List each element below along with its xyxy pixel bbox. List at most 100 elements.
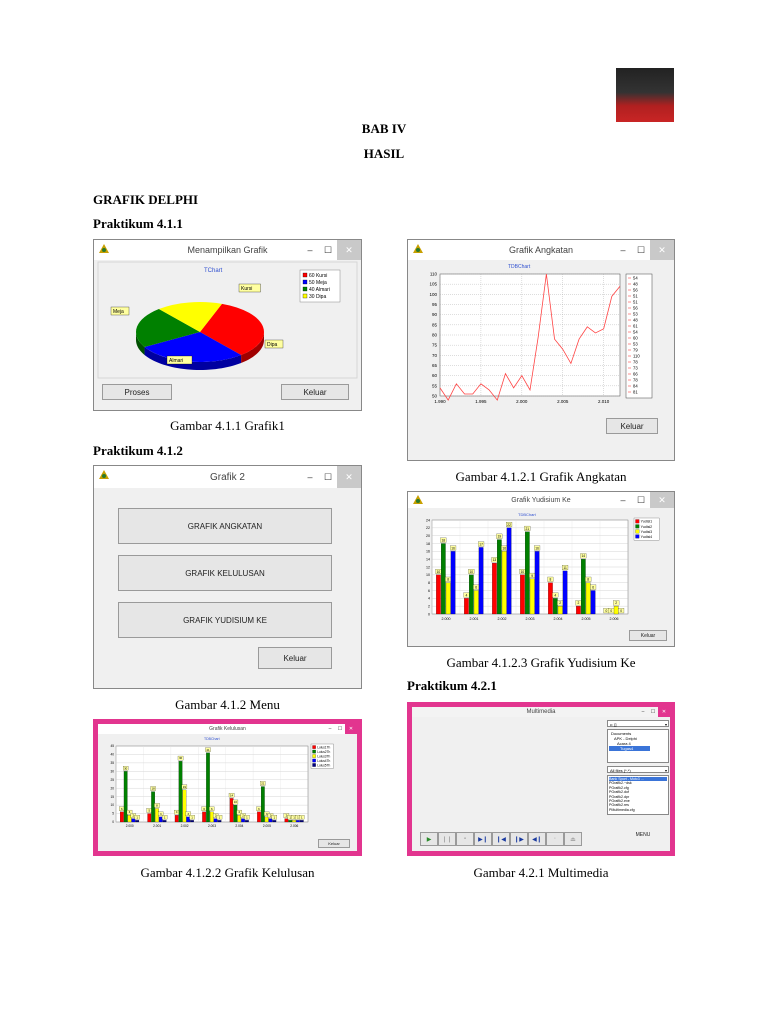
filter-value: All files (*.*)	[610, 768, 631, 773]
delphi-logo-icon	[413, 495, 423, 504]
close-icon[interactable]: ✕	[650, 492, 674, 508]
previous-icon[interactable]: ❙◀	[492, 832, 510, 846]
folder-item[interactable]: APK - Delphi	[614, 736, 637, 741]
file-item[interactable]: PGrafik2.dpr	[609, 794, 630, 799]
media-player: ▶ ❙❙ ▪ ▶❙ ❙◀ ❙▶ ◀❙ ◦ ⏏	[420, 832, 616, 846]
folder-item[interactable]: Documents	[611, 731, 632, 736]
eject-icon[interactable]: ⏏	[564, 832, 582, 846]
bar	[178, 761, 183, 823]
bar	[478, 547, 484, 615]
file-item[interactable]: PGrafik2.res	[609, 803, 629, 808]
record-icon[interactable]: ◦	[546, 832, 564, 846]
maximize-icon[interactable]: ☐	[636, 494, 646, 505]
play-icon[interactable]: ▶	[420, 832, 438, 846]
minimize-icon[interactable]: –	[307, 245, 313, 255]
data-label-box	[618, 608, 625, 614]
file-item[interactable]: PMultimedia.cfg	[609, 807, 635, 812]
legend-box	[625, 273, 653, 399]
file-item[interactable]: PGrafik2.~dsk	[609, 781, 632, 786]
maximize-icon[interactable]: ☐	[337, 726, 343, 732]
keluar-button[interactable]: Keluar	[606, 418, 658, 434]
y-tick-label: 45	[110, 744, 114, 748]
data-label: 18	[442, 539, 446, 543]
keluar-button[interactable]: Keluar	[318, 839, 350, 848]
x-tick-label: 1.990	[434, 399, 446, 404]
minimize-icon[interactable]: –	[620, 245, 626, 255]
bar	[182, 789, 187, 823]
drive-combobox[interactable]: c: [] ▾	[607, 720, 669, 727]
data-label: 30	[124, 766, 128, 770]
step-icon[interactable]: ❙▶	[510, 832, 528, 846]
data-label: 19	[183, 785, 187, 789]
close-icon[interactable]: ✕	[345, 724, 357, 734]
directory-listbox[interactable]: Documents APK - Delphi Acara 4 Tugas4	[607, 729, 669, 763]
data-label: 14	[582, 554, 586, 558]
data-label: 2	[215, 814, 217, 818]
legend-entry: 53	[633, 342, 638, 347]
bar	[585, 582, 591, 615]
bar	[245, 820, 249, 823]
keluar-button[interactable]: Keluar	[281, 384, 349, 400]
grafik-yudisium-button[interactable]: GRAFIK YUDISIUM KE	[118, 602, 332, 638]
minimize-icon[interactable]: –	[620, 495, 626, 505]
legend-entry: Lulus3Th	[317, 754, 330, 758]
menu-button[interactable]: MENU	[620, 821, 666, 849]
bar	[450, 551, 456, 615]
maximize-icon[interactable]: ☐	[323, 244, 333, 255]
data-label: 2	[242, 814, 244, 818]
maximize-icon[interactable]: ☐	[636, 244, 646, 255]
back-icon[interactable]: ◀❙	[528, 832, 546, 846]
data-label: 21	[261, 782, 265, 786]
grafik-kelulusan-button[interactable]: GRAFIK KELULUSAN	[118, 555, 332, 591]
data-label: 2	[133, 814, 135, 818]
stop-icon[interactable]: ▪	[456, 832, 474, 846]
close-icon[interactable]: ✕	[337, 240, 361, 260]
bar	[131, 818, 136, 823]
data-label-box	[185, 811, 191, 817]
pause-icon[interactable]: ❙❙	[438, 832, 456, 846]
data-label: 8	[447, 578, 449, 582]
bar	[213, 818, 218, 823]
proses-button[interactable]: Proses	[102, 384, 172, 400]
data-label-box	[524, 525, 531, 531]
minimize-icon[interactable]: –	[307, 472, 313, 482]
legend-entry: 79	[633, 348, 638, 353]
data-label-box	[478, 541, 485, 547]
minimize-icon[interactable]: –	[328, 726, 332, 732]
y-tick-label: 65	[432, 363, 438, 368]
keluar-button[interactable]: Keluar	[629, 630, 667, 641]
bar	[123, 771, 128, 823]
y-tick-label: 95	[432, 302, 438, 307]
folder-item-selected[interactable]: Tugas4	[609, 746, 650, 751]
keluar-button[interactable]: Keluar	[258, 647, 332, 669]
bar	[496, 539, 502, 615]
maximize-icon[interactable]: ☐	[650, 709, 656, 715]
legend-swatch	[312, 763, 316, 767]
folder-item[interactable]: Acara 4	[617, 741, 631, 746]
file-item[interactable]: PGrafik2.exe	[609, 799, 630, 804]
bar	[241, 818, 245, 823]
data-label: 10	[521, 570, 525, 574]
next-icon[interactable]: ▶❙	[474, 832, 492, 846]
file-listbox[interactable]: Bank Sport - Motc3 ... PGrafik2.~dsk PGr…	[607, 775, 669, 815]
y-tick-label: 0	[112, 820, 114, 824]
maximize-icon[interactable]: ☐	[323, 471, 333, 482]
data-label: 17	[479, 542, 483, 546]
close-icon[interactable]: ✕	[650, 240, 674, 260]
file-item[interactable]: PGrafik2.cfg	[609, 785, 629, 790]
x-tick-label: 2.003	[526, 617, 535, 621]
legend-swatch	[635, 529, 640, 534]
grafik-angkatan-button[interactable]: GRAFIK ANGKATAN	[118, 508, 332, 544]
bar	[147, 813, 152, 823]
file-item[interactable]: PGrafik2.dof	[609, 790, 629, 795]
y-tick-label: 24	[426, 518, 430, 522]
file-item-selected[interactable]: Bank Sport - Motc3 ...	[609, 777, 667, 782]
filter-combobox[interactable]: All files (*.*) ▾	[607, 766, 669, 773]
pie-slice	[136, 309, 200, 347]
minimize-icon[interactable]: –	[641, 709, 645, 715]
close-icon[interactable]: ✕	[337, 466, 361, 488]
legend-entry: 60	[633, 336, 638, 341]
bar	[440, 543, 446, 615]
data-label: 21	[526, 527, 530, 531]
close-icon[interactable]: ✕	[658, 707, 670, 717]
